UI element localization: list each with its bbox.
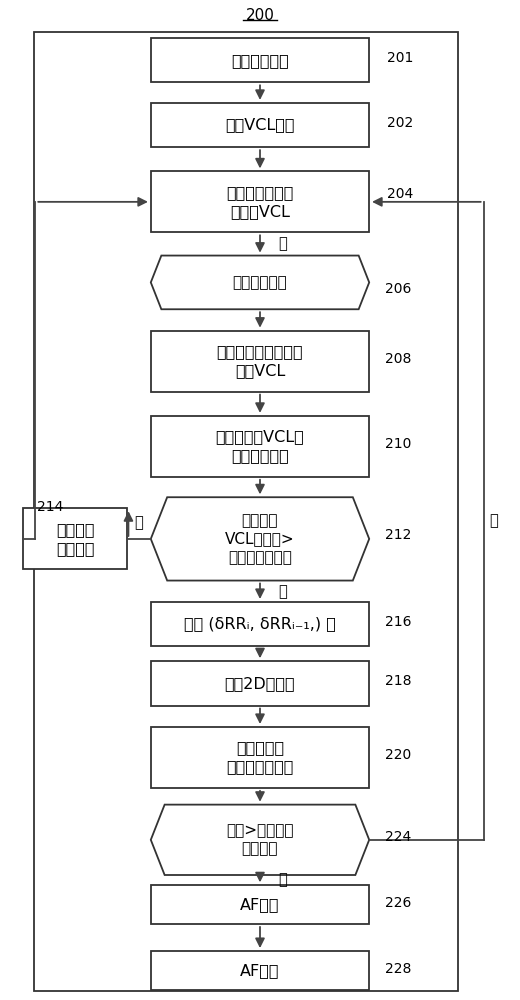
Text: 228: 228 <box>385 962 411 976</box>
Text: 206: 206 <box>385 282 411 296</box>
Text: 度量>检测阈值
跨越点？: 度量>检测阈值 跨越点？ <box>226 823 294 857</box>
Text: 208: 208 <box>385 352 411 366</box>
Text: 214: 214 <box>37 500 64 514</box>
Text: 212: 212 <box>385 528 411 542</box>
Polygon shape <box>151 256 369 309</box>
Text: 210: 210 <box>385 437 411 451</box>
Text: 填充2D直方图: 填充2D直方图 <box>225 676 295 691</box>
Text: 被拒绝的
VCL的数量>
噪声抑制阈值？: 被拒绝的 VCL的数量> 噪声抑制阈值？ <box>225 513 295 565</box>
Text: 201: 201 <box>387 51 414 65</box>
Text: 感测VCL信号: 感测VCL信号 <box>225 118 295 133</box>
Text: 否: 否 <box>489 513 498 528</box>
FancyBboxPatch shape <box>151 727 369 788</box>
FancyBboxPatch shape <box>151 885 369 924</box>
Text: 检测噪声证据: 检测噪声证据 <box>232 275 288 290</box>
Text: 218: 218 <box>385 674 411 688</box>
FancyBboxPatch shape <box>151 416 369 477</box>
Text: 220: 220 <box>385 748 411 762</box>
Text: 是: 是 <box>278 236 287 251</box>
FancyBboxPatch shape <box>151 38 369 82</box>
Text: AF响应: AF响应 <box>240 963 280 978</box>
Text: 是: 是 <box>278 873 287 888</box>
Text: 200: 200 <box>245 8 275 23</box>
Text: 否: 否 <box>278 584 287 599</box>
Text: 对被拒绝的VCL的
数量进行计数: 对被拒绝的VCL的 数量进行计数 <box>216 429 304 463</box>
Text: AF检测: AF检测 <box>240 897 280 912</box>
FancyBboxPatch shape <box>23 508 127 569</box>
Text: 拒绝具有噪声证据的
所有VCL: 拒绝具有噪声证据的 所有VCL <box>217 344 303 378</box>
Polygon shape <box>151 497 369 581</box>
Text: 224: 224 <box>385 830 411 844</box>
FancyBboxPatch shape <box>151 661 369 706</box>
FancyBboxPatch shape <box>151 331 369 392</box>
Text: 确定 (δRRᵢ, δRRᵢ₋₁,) 点: 确定 (δRRᵢ, δRRᵢ₋₁,) 点 <box>184 617 336 632</box>
FancyBboxPatch shape <box>151 171 369 232</box>
FancyBboxPatch shape <box>151 602 369 646</box>
Text: 是: 是 <box>135 515 144 530</box>
Text: 初始化直方图: 初始化直方图 <box>231 53 289 68</box>
Text: 204: 204 <box>387 187 413 201</box>
Text: 216: 216 <box>385 615 411 629</box>
Text: 从散点图中
确定变异性度量: 从散点图中 确定变异性度量 <box>226 741 294 774</box>
Text: 226: 226 <box>385 896 411 910</box>
FancyBboxPatch shape <box>151 103 369 147</box>
Text: 在检测时间间期
内测量VCL: 在检测时间间期 内测量VCL <box>226 185 294 219</box>
Polygon shape <box>151 805 369 875</box>
FancyBboxPatch shape <box>151 951 369 990</box>
Text: 保持当前
检测状态: 保持当前 检测状态 <box>56 522 95 556</box>
Text: 202: 202 <box>387 116 413 130</box>
